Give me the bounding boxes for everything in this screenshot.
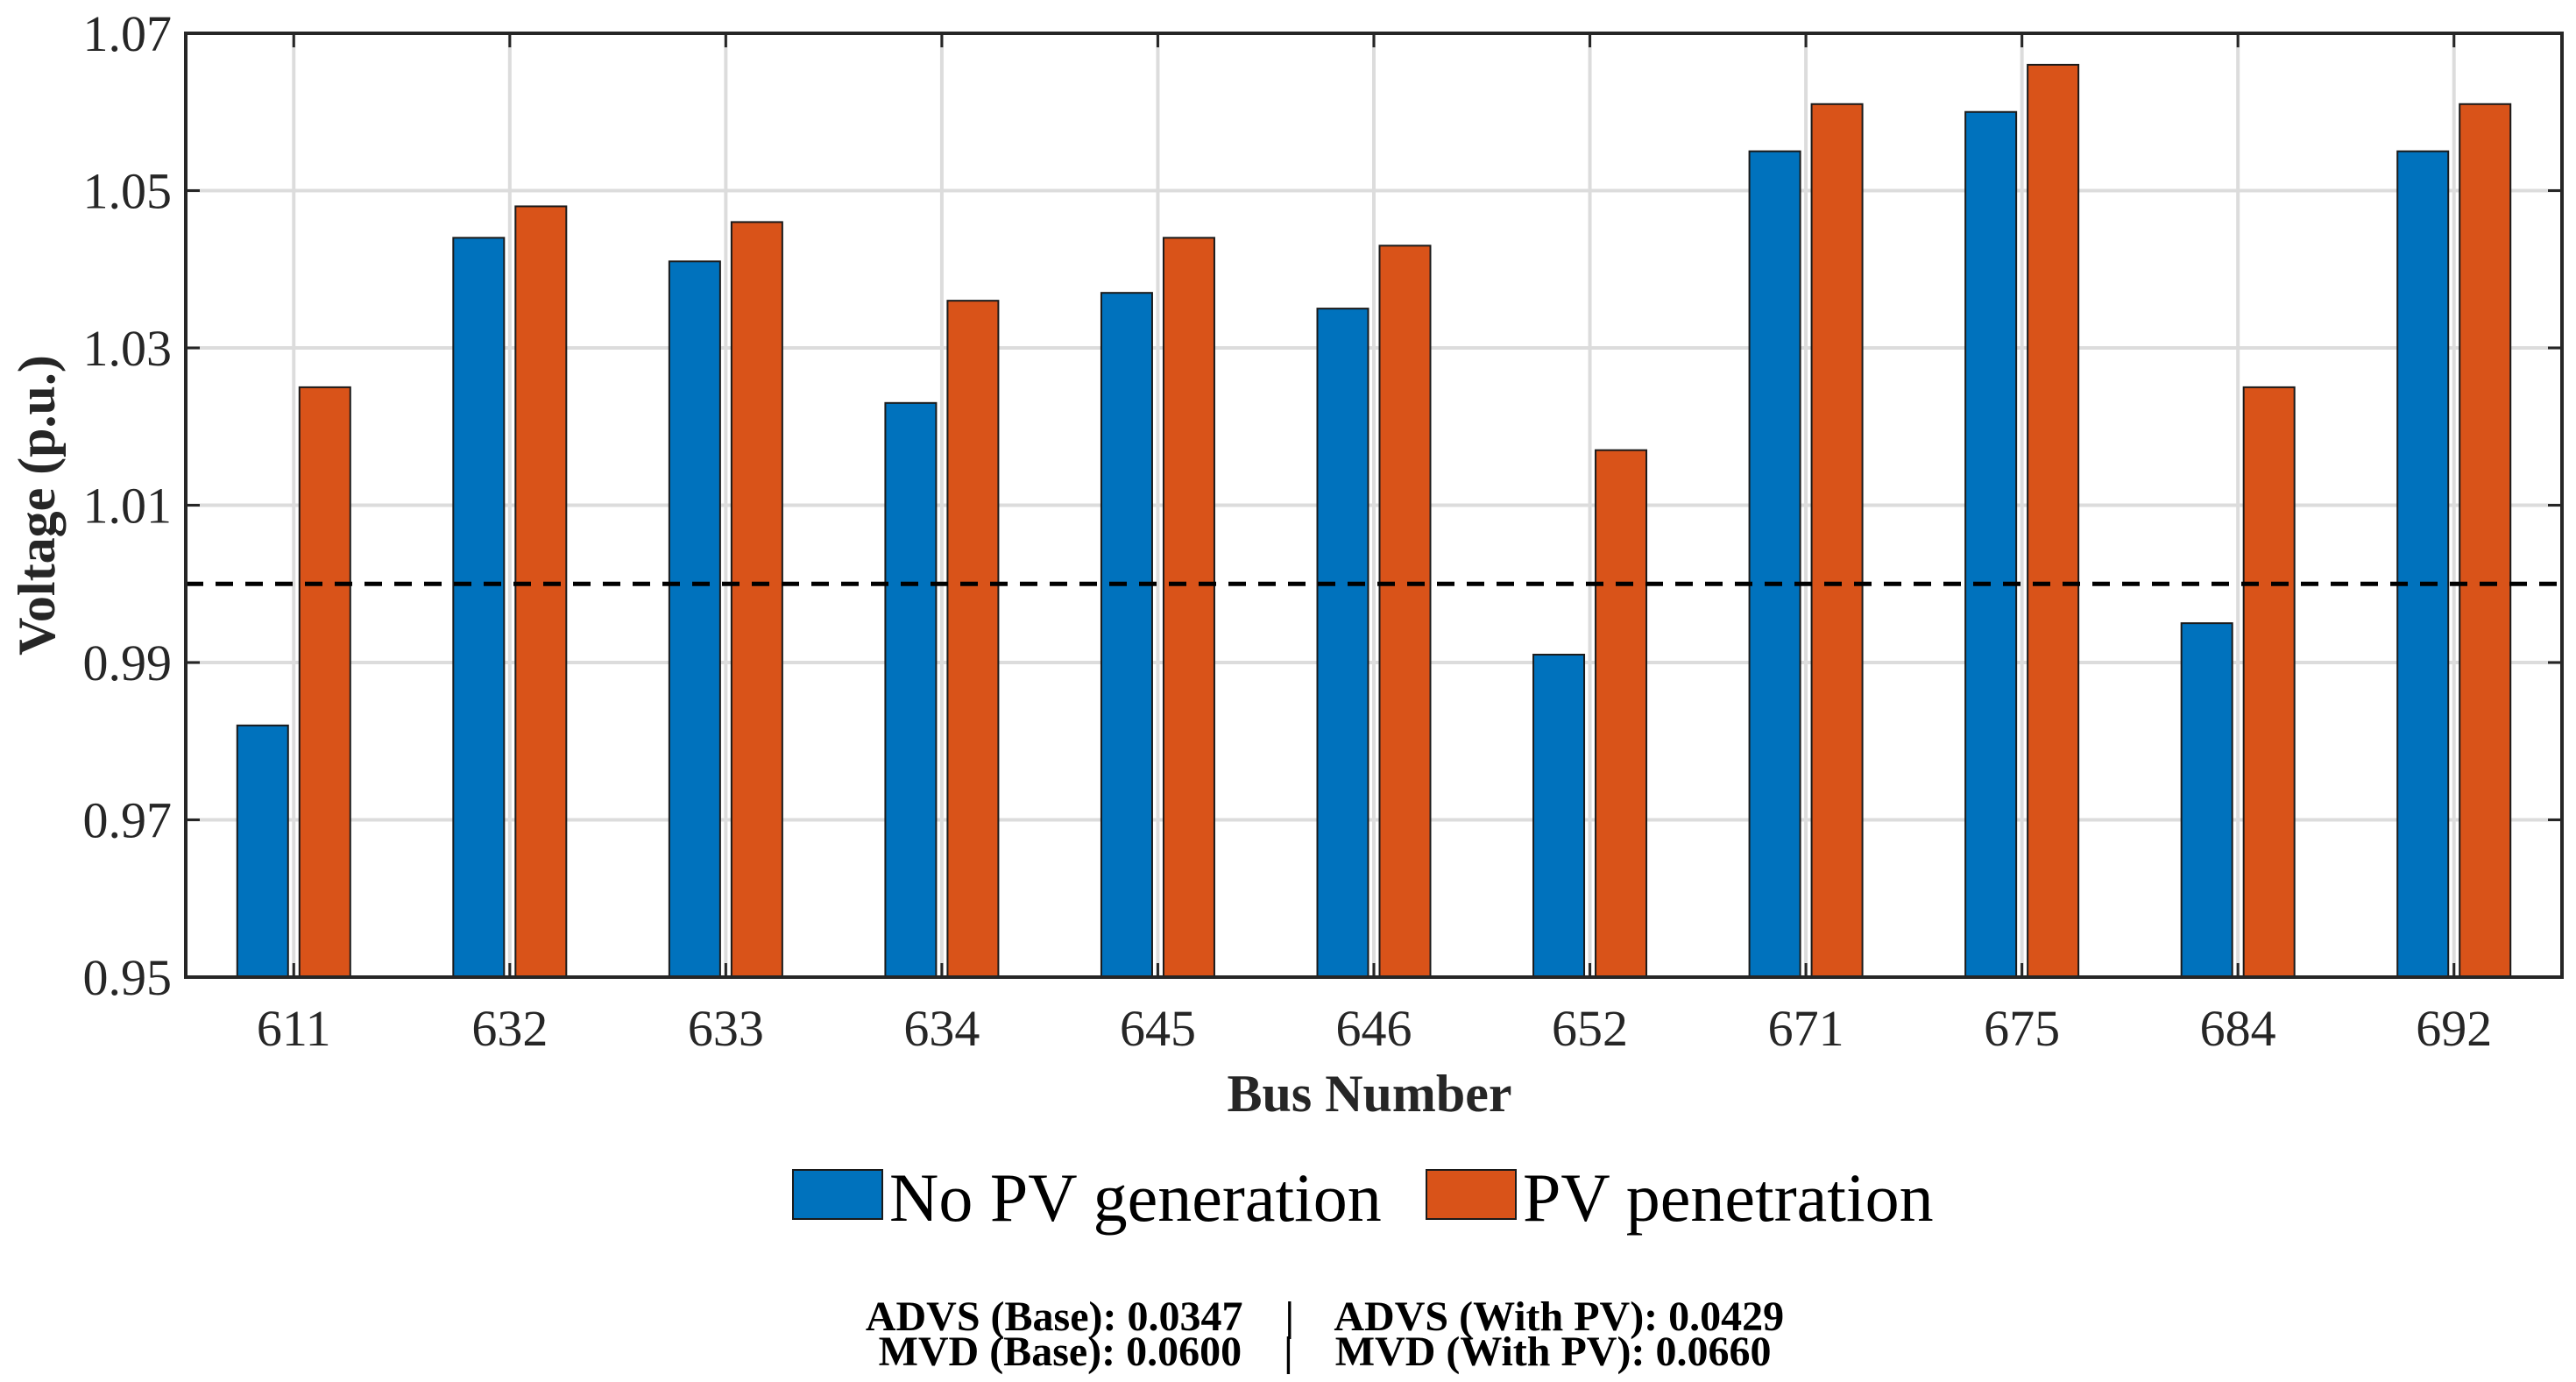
bar-no-pv-646 [1316, 308, 1369, 978]
bar-pv-611 [298, 386, 351, 978]
bar-no-pv-645 [1100, 292, 1153, 978]
bar-pv-692 [2459, 103, 2512, 978]
axis-ticks: 0.95 0.97 0.99 1.01 1.03 1.05 1.07 611 632 633 634… [83, 5, 2562, 1057]
bar-no-pv-675 [1964, 110, 2018, 978]
bar-no-pv-633 [668, 260, 721, 978]
bar-pv-684 [2242, 386, 2296, 978]
stats-mvd-line: MVD (Base): 0.0600 | MVD (With PV): 0.06… [879, 1329, 1772, 1375]
x-tick-label: 675 [1984, 1000, 2060, 1057]
x-tick-label: 645 [1120, 1000, 1196, 1057]
bar-pv-652 [1595, 449, 1648, 978]
bar-no-pv-692 [2396, 150, 2450, 978]
bar-pv-646 [1378, 245, 1432, 978]
x-tick-label: 692 [2416, 1000, 2492, 1057]
bar-no-pv-671 [1748, 150, 1801, 978]
bar-pv-633 [730, 221, 783, 978]
y-tick-label: 1.05 [83, 163, 173, 220]
bar-pv-671 [1810, 103, 1864, 978]
bar-no-pv-684 [2180, 622, 2233, 978]
legend-label-pv: PV penetration [1523, 1159, 1934, 1236]
bar-no-pv-652 [1532, 654, 1586, 979]
bar-pv-634 [946, 300, 1000, 978]
y-tick-label: 0.95 [83, 949, 173, 1006]
y-axis-title: Voltage (p.u.) [8, 355, 66, 656]
bars [236, 63, 2512, 979]
legend-label-no-pv: No PV generation [889, 1159, 1382, 1236]
x-axis-title: Bus Number [1227, 1065, 1511, 1123]
bar-no-pv-634 [884, 401, 938, 978]
legend-swatch-no-pv [792, 1169, 883, 1220]
x-tick-label: 633 [688, 1000, 764, 1057]
stats-advs-line: ADVS (Base): 0.0347 | ADVS (With PV): 0.… [866, 1293, 1784, 1340]
x-tick-label: 611 [257, 1000, 331, 1057]
x-tick-label: 684 [2200, 1000, 2276, 1057]
bar-no-pv-611 [236, 724, 289, 978]
legend: No PV generation PV penetration [792, 1159, 1934, 1236]
x-tick-label: 646 [1336, 1000, 1412, 1057]
bar-pv-675 [2027, 63, 2080, 978]
x-tick-label: 652 [1552, 1000, 1628, 1057]
y-tick-label: 1.07 [83, 5, 173, 62]
y-tick-label: 1.01 [83, 478, 173, 535]
x-tick-label: 671 [1768, 1000, 1844, 1057]
x-tick-label: 634 [903, 1000, 980, 1057]
bar-pv-632 [514, 205, 568, 978]
x-tick-label: 632 [471, 1000, 548, 1057]
y-tick-label: 1.03 [83, 320, 173, 377]
grid-lines [186, 32, 2562, 979]
bar-no-pv-632 [452, 237, 506, 979]
bar-pv-645 [1162, 237, 1215, 979]
legend-swatch-pv [1426, 1169, 1517, 1220]
y-tick-label: 0.99 [83, 634, 173, 691]
y-tick-label: 0.97 [83, 792, 173, 849]
